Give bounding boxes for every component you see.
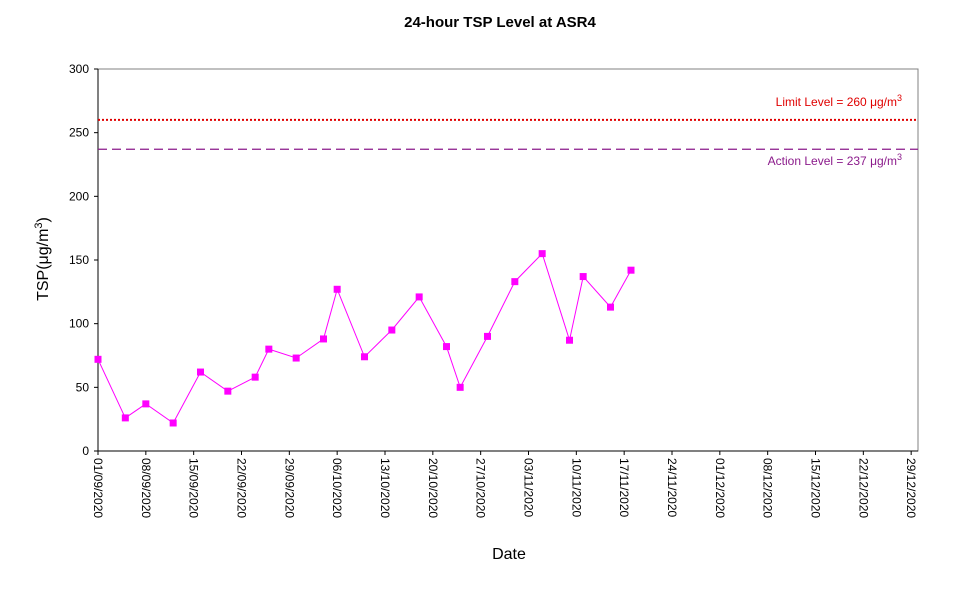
action-level-label: Action Level = 237 μg/m3	[768, 152, 902, 168]
data-point-marker	[415, 293, 423, 301]
x-tick-label: 20/10/2020	[426, 458, 440, 518]
x-tick-label: 01/09/2020	[91, 458, 105, 518]
data-point-marker	[538, 250, 546, 258]
y-tick-label: 300	[69, 62, 89, 76]
x-tick-label: 10/11/2020	[569, 458, 583, 517]
x-tick-label: 15/09/2020	[187, 458, 201, 518]
data-point-marker	[197, 368, 204, 376]
data-point-marker	[121, 414, 129, 422]
data-point-marker	[94, 355, 102, 363]
data-point-marker	[566, 336, 573, 344]
data-point-marker	[320, 335, 327, 343]
x-tick-label: 22/09/2020	[235, 458, 249, 518]
x-tick-label: 08/12/2020	[761, 458, 775, 518]
series-line	[97, 252, 632, 424]
x-tick-label: 27/10/2020	[474, 458, 488, 518]
data-point-marker	[511, 278, 519, 286]
data-point-marker	[484, 332, 491, 340]
y-tick-label: 150	[69, 253, 89, 267]
y-tick-label: 0	[82, 444, 89, 458]
chart-title: 24-hour TSP Level at ASR4	[404, 14, 596, 31]
y-axis-label-base: TSP(	[35, 264, 52, 301]
data-point-marker	[361, 353, 368, 361]
x-tick-label: 03/11/2020	[522, 458, 536, 517]
y-tick-label: 200	[69, 189, 89, 203]
x-tick-label: 29/09/2020	[282, 458, 296, 518]
data-point-marker	[333, 285, 341, 293]
y-axis-label-superscript: 3	[33, 222, 45, 228]
plot-area-border	[97, 68, 919, 452]
x-tick-label: 22/12/2020	[856, 458, 870, 518]
data-point-marker	[142, 400, 150, 408]
y-axis-label-mu: μ	[35, 255, 52, 264]
x-axis-label: Date	[492, 546, 526, 563]
y-axis-label: TSP(μg/m3)	[33, 217, 52, 301]
limit-level-label: Limit Level = 260 μg/m3	[776, 93, 902, 109]
x-tick-label: 08/09/2020	[139, 458, 153, 518]
y-tick-label: 50	[76, 380, 90, 394]
data-point-marker	[607, 303, 614, 311]
data-point-marker	[579, 273, 587, 281]
x-tick-label: 06/10/2020	[330, 458, 344, 518]
y-tick-label: 100	[69, 317, 89, 331]
x-tick-label: 29/12/2020	[904, 458, 918, 518]
y-tick-label: 250	[69, 126, 89, 140]
x-tick-label: 13/10/2020	[378, 458, 392, 518]
data-point-marker	[456, 383, 464, 391]
data-point-marker	[627, 266, 635, 274]
y-axis-label-close: )	[35, 217, 52, 222]
data-point-marker	[251, 373, 259, 381]
data-point-marker	[169, 419, 177, 427]
data-point-marker	[443, 343, 450, 351]
y-axis-label-unit: g/m	[35, 229, 52, 256]
x-tick-label: 15/12/2020	[809, 458, 823, 518]
x-tick-label: 01/12/2020	[713, 458, 727, 518]
data-point-marker	[388, 326, 396, 334]
x-tick-label: 24/11/2020	[665, 458, 679, 517]
data-point-marker	[265, 345, 273, 353]
x-tick-label: 17/11/2020	[617, 458, 631, 517]
data-point-marker	[224, 387, 232, 395]
data-point-marker	[292, 354, 300, 362]
